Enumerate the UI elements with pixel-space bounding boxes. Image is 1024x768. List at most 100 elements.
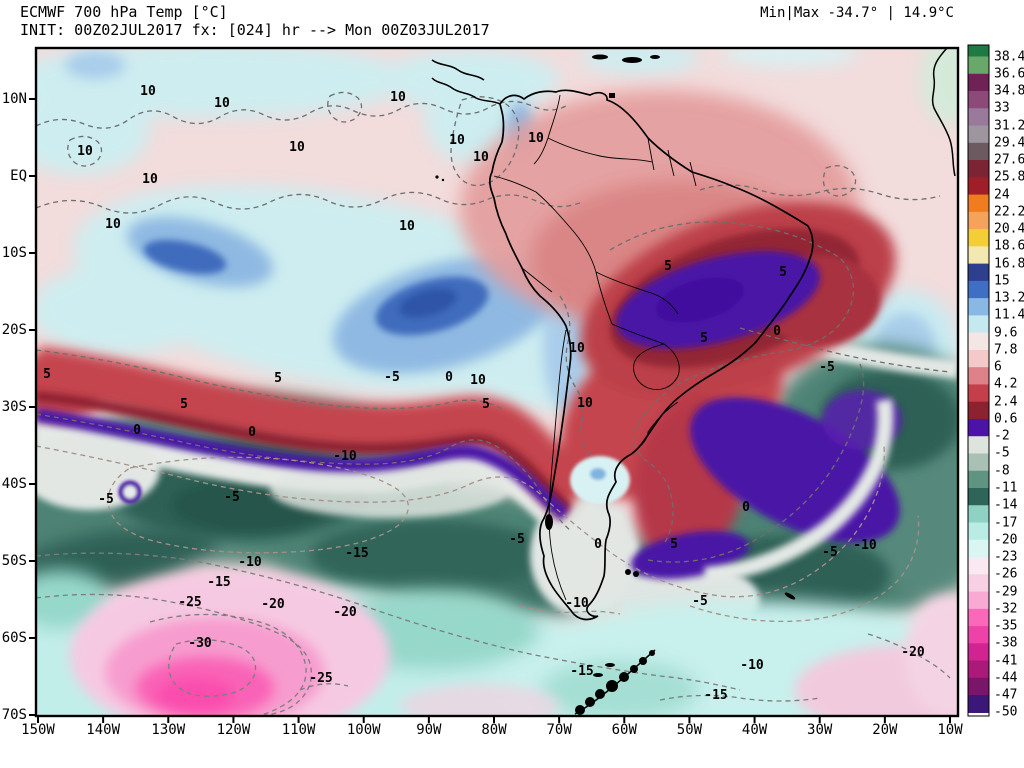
contour-label: -5: [819, 360, 835, 375]
colorbar-segment: [968, 298, 989, 316]
lon-label: 10W: [937, 722, 963, 738]
colorbar-frame: [967, 44, 990, 717]
colorbar-segment: [968, 626, 989, 644]
contour-label: 10: [577, 396, 593, 411]
lat-label: 40S: [1, 476, 27, 492]
colorbar-segment: [968, 125, 989, 144]
lat-label: 10N: [1, 91, 27, 107]
contour-label: 0: [742, 500, 750, 515]
contour-label: 5: [664, 259, 672, 274]
lat-label: 30S: [1, 399, 27, 415]
contour-label: 10: [214, 96, 230, 111]
contour-label: 5: [43, 367, 51, 382]
colorbar-segment: [968, 332, 989, 351]
colorbar-segment: [968, 73, 989, 92]
lon-label: 150W: [21, 722, 55, 738]
contour-label: -10: [238, 555, 262, 570]
colorbar-label: -47: [994, 687, 1018, 703]
islands: [435, 54, 796, 715]
contour-label: 5: [779, 265, 787, 280]
contour-label: -15: [570, 664, 593, 679]
contour-lines: [36, 91, 951, 716]
colorbar-label: 18.6: [994, 238, 1024, 254]
colorbar-label: 0.6: [994, 411, 1018, 427]
contour-label: -5: [692, 594, 708, 609]
colorbar-label: 2.4: [994, 394, 1018, 410]
lon-label: 60W: [611, 722, 637, 738]
map-title: ECMWF 700 hPa Temp [°C]: [20, 3, 228, 21]
colorbar-label: 4.2: [994, 376, 1018, 392]
colorbar-segment: [968, 367, 989, 386]
contour-label: -25: [309, 671, 332, 686]
contour-label: 10: [105, 217, 121, 232]
colorbar-segment: [968, 505, 989, 524]
colorbar-segment: [968, 263, 989, 282]
contour-label: 0: [133, 423, 141, 438]
colorbar-label: -23: [994, 549, 1018, 565]
lon-label: 140W: [86, 722, 120, 738]
colorbar-segment: [968, 211, 989, 230]
contour-label: 10: [470, 373, 486, 388]
contour-label: -10: [333, 449, 357, 464]
lon-label: 100W: [346, 722, 381, 738]
contour-label: 10: [449, 133, 465, 148]
colorbar: [968, 45, 989, 713]
contour-label: 10: [140, 84, 156, 99]
contour-label: -10: [565, 596, 589, 611]
colorbar-label: 6: [994, 359, 1002, 375]
colorbar-label: 11.4: [994, 307, 1024, 323]
colorbar-segment: [968, 177, 989, 196]
contour-label: -5: [98, 492, 114, 507]
contour-label: -5: [224, 490, 240, 505]
colorbar-label: 33: [994, 100, 1010, 116]
contour-label: 5: [482, 397, 490, 412]
contour-label: 0: [445, 370, 453, 385]
colorbar-segment: [968, 56, 989, 75]
lon-label: 40W: [741, 722, 768, 738]
colorbar-segment: [968, 470, 989, 489]
colorbar-segment: [968, 401, 989, 420]
contour-label: 10: [399, 219, 415, 234]
colorbar-label: 25.8: [994, 169, 1024, 185]
colorbar-segment: [968, 677, 989, 696]
colorbar-segment: [968, 108, 989, 127]
temperature-field: 10 10 10 10 10 10 10 10 10 10 10 10 10 10 5 5 5 5 5 5 5 5 0 0 0 0…: [36, 48, 958, 716]
colorbar-label: 27.6: [994, 152, 1024, 168]
contour-label: 0: [773, 324, 781, 339]
colorbar-label: 15: [994, 273, 1010, 289]
colorbar-segment: [968, 194, 989, 213]
colorbar-label: -41: [994, 653, 1018, 669]
lat-label: 10S: [1, 245, 27, 261]
colorbar-segment: [968, 453, 989, 472]
colorbar-segment: [968, 660, 989, 679]
colorbar-label: -5: [994, 445, 1010, 461]
lon-label: 70W: [546, 722, 572, 738]
contour-label: -10: [853, 538, 877, 553]
country-borders: [493, 94, 697, 601]
colorbar-label: -8: [994, 463, 1010, 479]
lon-label: 20W: [872, 722, 898, 738]
colorbar-label: -26: [994, 566, 1018, 582]
contour-label: -20: [901, 645, 925, 660]
colorbar-label: 31.2: [994, 118, 1024, 134]
contour-label: 10: [77, 144, 93, 159]
contour-label: 0: [248, 425, 256, 440]
colorbar-label: -11: [994, 480, 1018, 496]
colorbar-label: 24: [994, 187, 1010, 203]
colorbar-label: -38: [994, 635, 1018, 651]
contour-label: 10: [473, 150, 489, 165]
contour-label: -10: [740, 658, 764, 673]
colorbar-segment: [968, 315, 989, 334]
colorbar-label: 9.6: [994, 325, 1018, 341]
contour-label: 5: [670, 537, 678, 552]
colorbar-label: 7.8: [994, 342, 1018, 358]
lat-label: 20S: [1, 322, 27, 338]
lon-label: 130W: [151, 722, 186, 738]
map-init-line: INIT: 00Z02JUL2017 fx: [024] hr --> Mon …: [20, 21, 490, 39]
contour-label: 0: [594, 537, 602, 552]
lat-label: 70S: [1, 707, 27, 723]
lon-label: 110W: [281, 722, 316, 738]
contour-label: -5: [384, 370, 400, 385]
colorbar-segment: [968, 45, 989, 58]
colorbar-label: -2: [994, 428, 1010, 444]
